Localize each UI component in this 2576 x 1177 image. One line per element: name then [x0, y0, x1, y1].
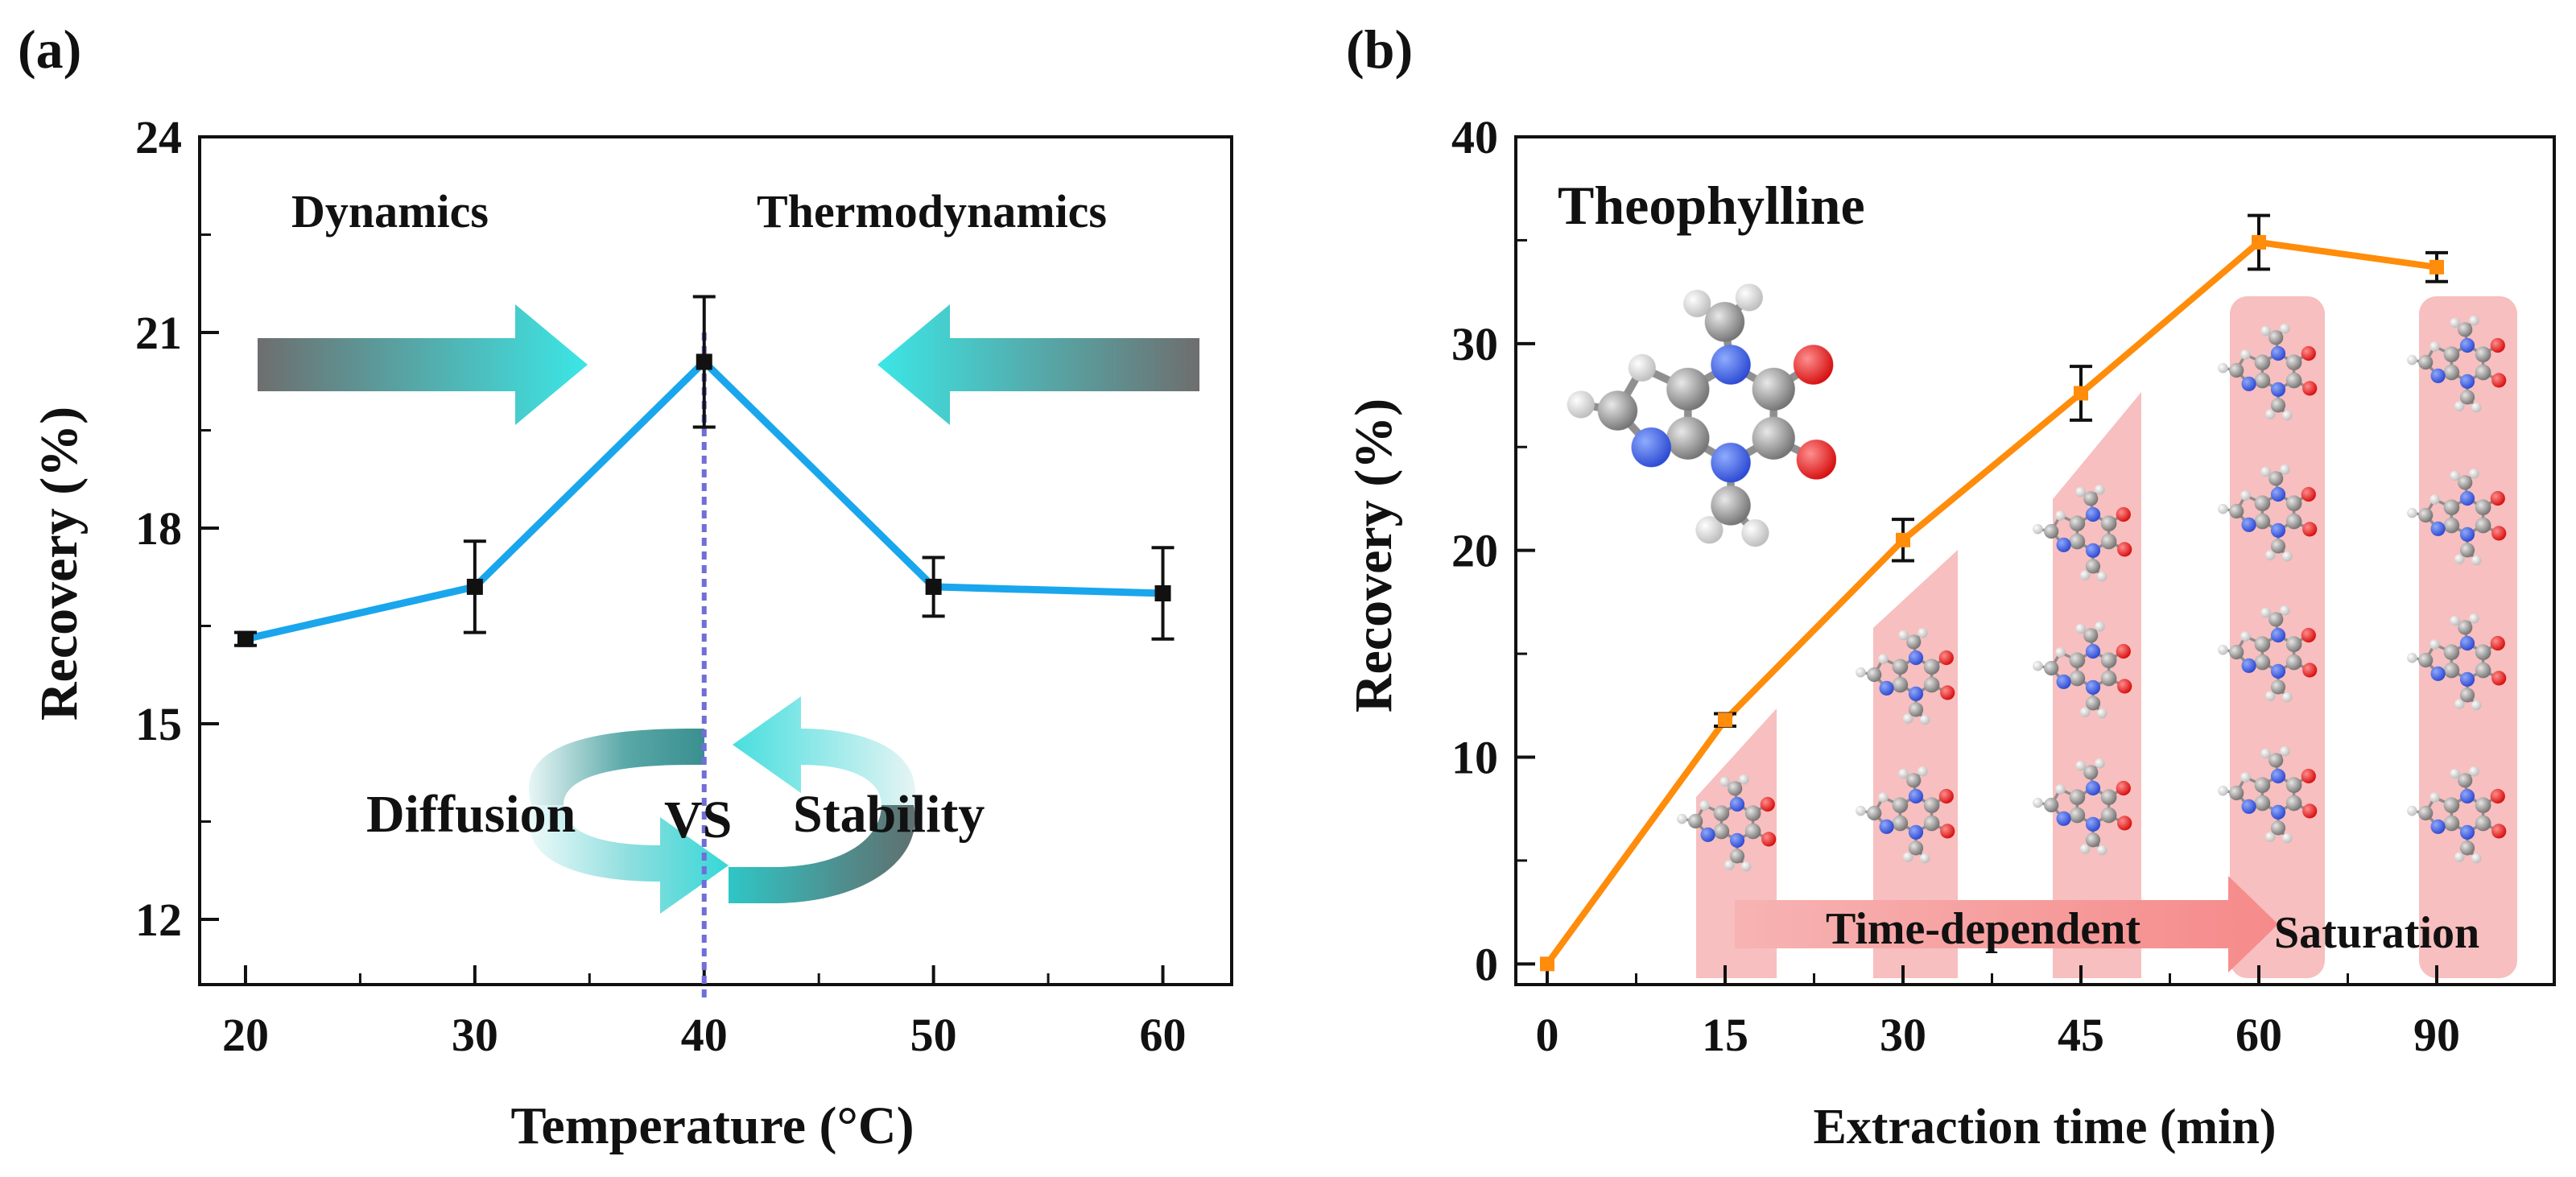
y-tick-label-b-0: 0 — [1475, 938, 1498, 990]
y-tick-label-b-1: 10 — [1451, 731, 1498, 783]
data-point-b-5 — [2429, 259, 2444, 275]
panel-label-b: (b) — [1346, 19, 1413, 80]
annotation-diffusion: Diffusion — [366, 785, 576, 844]
x-axis-label-b: Extraction time (min) — [1813, 1100, 2276, 1154]
dynamics-arrow-icon — [258, 304, 588, 425]
x-tick-label-b-0: 0 — [1536, 1009, 1559, 1061]
plot-frame-a — [198, 135, 1233, 986]
data-point-b-2 — [1896, 532, 1910, 547]
y-tick-label-a-4: 24 — [135, 111, 182, 163]
y-tick-label-a-1: 15 — [135, 698, 182, 750]
data-point-a-1 — [466, 578, 483, 595]
x-tick-label-b-5: 90 — [2413, 1009, 2460, 1061]
theophylline-structure-icon — [1567, 283, 1836, 547]
data-point-b-1 — [1718, 712, 1732, 728]
data-point-b-0 — [1540, 956, 1554, 972]
plot-frame-b — [1514, 135, 2556, 986]
data-point-a-2 — [696, 353, 712, 370]
y-tick-label-a-0: 12 — [135, 894, 182, 946]
y-tick-label-b-2: 20 — [1451, 525, 1498, 577]
data-point-a-4 — [1154, 585, 1171, 601]
x-tick-label-a-4: 60 — [1140, 1009, 1187, 1061]
annotation-vs: VS — [664, 791, 732, 849]
phase-backgrounds — [1696, 296, 2517, 978]
chart-b: 0 10 20 30 40 0 15 30 45 60 90 Theophylline Time-d… — [1344, 111, 2556, 1154]
x-tick-label-b-2: 30 — [1880, 1009, 1926, 1061]
y-tick-label-a-2: 18 — [135, 502, 182, 555]
series-line-b — [1544, 238, 2438, 966]
annotation-thermodynamics: Thermodynamics — [757, 185, 1107, 237]
x-tick-label-b-4: 60 — [2235, 1009, 2282, 1061]
annotation-stability: Stability — [793, 785, 985, 844]
panel-label-a: (a) — [18, 19, 81, 80]
y-axis-label-b: Recovery (%) — [1344, 399, 1403, 712]
cycle-arrows-icon — [528, 696, 915, 914]
x-tick-label-b-1: 15 — [1702, 1009, 1748, 1061]
y-tick-label-a-3: 21 — [135, 307, 182, 359]
annotation-compound: Theophylline — [1558, 175, 1865, 236]
y-tick-label-b-4: 40 — [1451, 111, 1498, 163]
data-point-a-0 — [237, 630, 254, 647]
y-axis-label-a: Recovery (%) — [30, 407, 89, 721]
data-point-b-3 — [2074, 386, 2088, 401]
annotation-dynamics: Dynamics — [291, 185, 489, 237]
chart-a: 12 15 18 21 24 20 30 40 50 60 Dynamics Thermodyna… — [30, 111, 1233, 1155]
x-tick-label-a-2: 40 — [681, 1009, 728, 1061]
data-point-b-4 — [2252, 234, 2266, 250]
annotation-time-dependent: Time-dependent — [1826, 904, 2140, 954]
annotation-saturation: Saturation — [2274, 908, 2479, 958]
molecule-array — [1567, 283, 2508, 873]
x-tick-label-a-3: 50 — [910, 1009, 957, 1061]
y-tick-label-b-3: 30 — [1451, 318, 1498, 370]
data-point-a-3 — [925, 578, 942, 595]
thermodynamics-arrow-icon — [877, 304, 1199, 425]
time-dependent-arrow-icon — [1735, 876, 2278, 973]
x-tick-label-a-0: 20 — [222, 1009, 269, 1061]
x-tick-label-a-1: 30 — [452, 1009, 498, 1061]
x-axis-label-a: Temperature (°C) — [510, 1096, 914, 1155]
x-tick-label-b-3: 45 — [2058, 1009, 2104, 1061]
